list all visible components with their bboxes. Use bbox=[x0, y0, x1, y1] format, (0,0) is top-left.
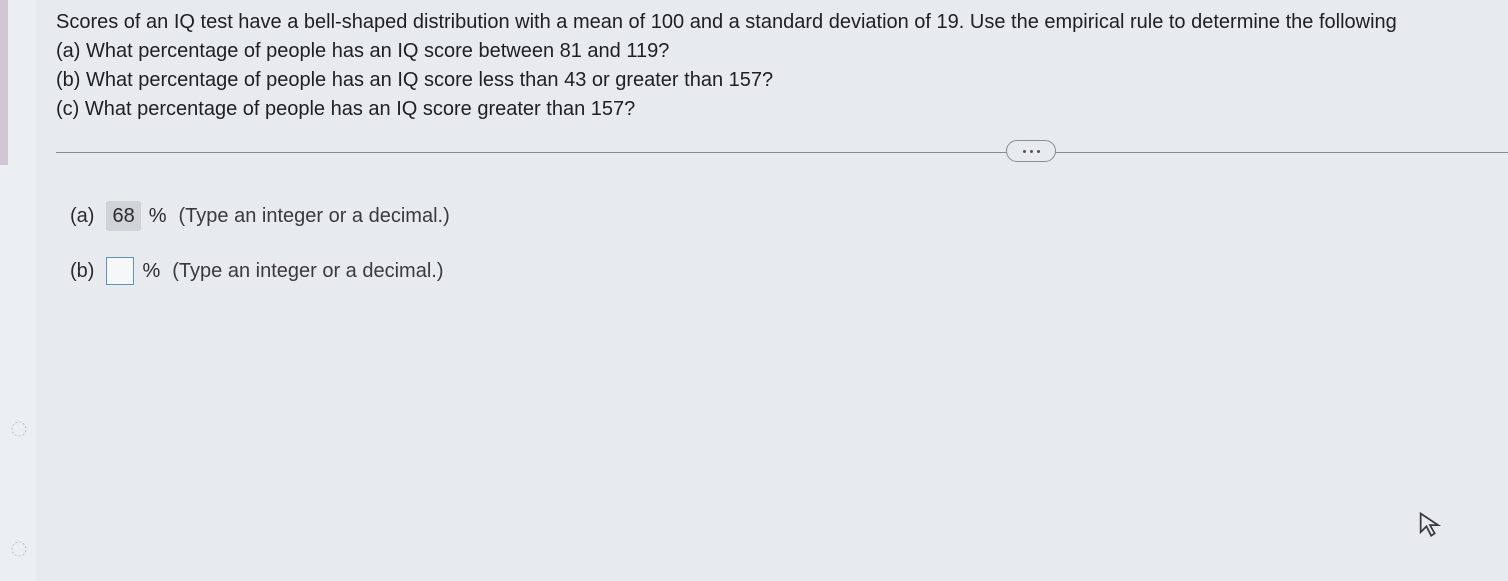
section-divider bbox=[56, 152, 1508, 153]
divider-container bbox=[0, 152, 1508, 153]
question-part-c: (c) What percentage of people has an IQ … bbox=[56, 95, 1508, 124]
question-block: Scores of an IQ test have a bell-shaped … bbox=[0, 0, 1508, 124]
answer-row-a: (a) 68 % (Type an integer or a decimal.) bbox=[70, 201, 1508, 231]
answer-a-label: (a) bbox=[70, 202, 94, 230]
answer-b-label: (b) bbox=[70, 257, 94, 285]
decorative-marker bbox=[10, 420, 28, 443]
answer-b-unit: % bbox=[142, 257, 160, 285]
answer-row-b: (b) % (Type an integer or a decimal.) bbox=[70, 257, 1508, 285]
answer-a-unit: % bbox=[149, 202, 167, 230]
answer-b-hint: (Type an integer or a decimal.) bbox=[172, 257, 443, 285]
answer-a-hint: (Type an integer or a decimal.) bbox=[179, 202, 450, 230]
question-part-b: (b) What percentage of people has an IQ … bbox=[56, 66, 1508, 95]
cursor-icon bbox=[1416, 510, 1444, 543]
ellipsis-icon bbox=[1037, 150, 1040, 153]
answers-block: (a) 68 % (Type an integer or a decimal.)… bbox=[0, 153, 1508, 285]
decorative-marker bbox=[10, 540, 28, 563]
question-intro: Scores of an IQ test have a bell-shaped … bbox=[56, 8, 1508, 37]
more-options-button[interactable] bbox=[1006, 140, 1056, 162]
answer-a-value: 68 bbox=[106, 201, 140, 231]
ellipsis-icon bbox=[1023, 150, 1026, 153]
left-accent-bar bbox=[0, 0, 8, 165]
ellipsis-icon bbox=[1030, 150, 1033, 153]
answer-b-input[interactable] bbox=[106, 257, 134, 285]
question-part-a: (a) What percentage of people has an IQ … bbox=[56, 37, 1508, 66]
